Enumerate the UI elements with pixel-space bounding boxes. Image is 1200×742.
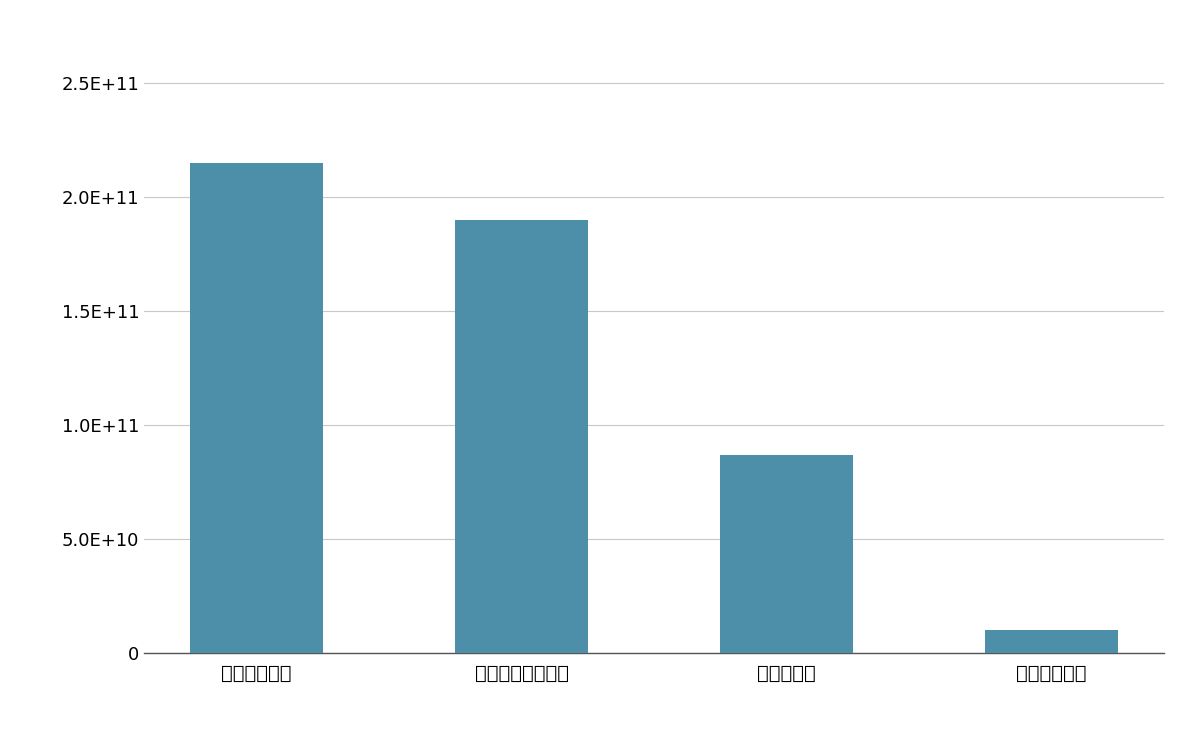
Bar [191,162,323,653]
Bar [720,455,853,653]
Bar [455,220,588,653]
Bar [985,630,1117,653]
